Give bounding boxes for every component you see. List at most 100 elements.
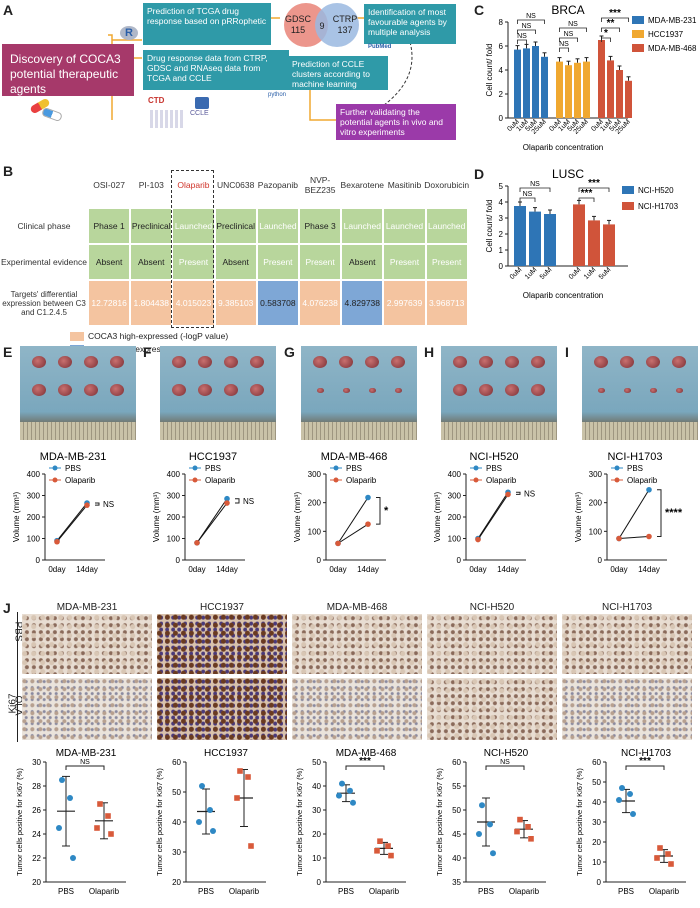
tumor [342,387,350,394]
bar [556,61,563,118]
chart-title: MDA-MB-231 [56,748,117,759]
data-point [654,855,660,861]
y-tick-label: 22 [32,854,41,863]
tumor [224,384,238,396]
y-tick-label: 100 [448,535,462,544]
y-tick-label: 1 [499,246,504,255]
sig-bracket [485,765,525,770]
data-point [490,850,496,857]
y-tick-label: 24 [32,830,41,839]
data-point [196,819,202,825]
tumor [594,356,608,368]
tumor [84,384,98,396]
data-point [525,824,531,830]
ihc-title: NCI-H520 [469,602,515,613]
y-tick-label: 0 [317,556,322,565]
x-tick-label: Olaparib [369,887,400,896]
x-tick-label: 0day [188,565,205,574]
data-point [335,540,341,547]
sig-label: ** [607,18,615,29]
sig-bracket [578,197,595,202]
data-point [97,801,103,807]
chart-title: HCC1937 [204,748,248,759]
ctd-logo: CTD [148,96,165,105]
clinical-phase-cell: Launched [342,209,383,243]
y-axis-label: Cell count/ fold [485,200,494,253]
legend-label: PBS [627,464,643,473]
y-tick-label: 100 [308,527,322,536]
data-box: Drug response data from CTRP, GDSC and R… [143,50,289,90]
bar [598,40,605,118]
legend-label: Olaparib [65,476,96,485]
ihc-title: MDA-MB-468 [326,602,388,613]
bar [544,214,556,266]
data-point [505,491,511,498]
clinical-phase-cell: Launched [257,209,298,243]
tumor [198,356,212,368]
data-point [365,521,371,527]
drug-header: Masitinib [387,180,422,190]
ihc-title: HCC1937 [200,602,244,613]
evidence-cell: Absent [131,245,172,279]
sig-label: NS [522,23,532,30]
y-tick-label: 26 [32,806,41,815]
data-point [616,797,622,803]
clinical-phase-cell: Launched [426,209,467,243]
y-tick-label: 4 [499,198,504,207]
data-point [210,828,216,834]
y-tick-label: 200 [589,499,603,508]
bar [583,61,590,118]
y-tick-label: 40 [312,782,321,791]
sig-label: NS [243,497,254,506]
y-tick-label: 0 [598,556,603,565]
expression-cell: 4.829738 [342,281,383,325]
x-tick-label: PBS [618,887,634,896]
y-tick-label: 30 [172,848,181,857]
tumor [365,356,379,368]
ihc-image-ola [22,678,152,740]
row-divider [17,612,18,742]
data-point [108,831,114,837]
bar [529,211,541,266]
xenograft-photo [160,346,276,440]
legend-marker [333,477,339,483]
legend-marker [614,477,620,483]
tumor [394,387,402,394]
y-tick-label: 28 [32,782,41,791]
expression-cell: 2.997639 [384,281,425,325]
y-tick-label: 300 [308,470,322,479]
chart-title: NCI-H1703 [621,748,671,759]
legend-label: Olaparib [486,476,517,485]
data-point [67,795,73,801]
ihc-image-pbs [427,614,557,674]
legend-high-swatch [70,332,84,341]
expression-cell: 3.968713 [426,281,467,325]
data-point [487,821,493,828]
tumor [479,356,493,368]
data-point [84,502,90,508]
data-point [665,851,671,857]
panel-label-e: E [3,344,13,360]
sig-bracket [65,765,105,770]
ihc-image-pbs [562,614,692,674]
x-tick-label: 5uM [598,266,613,281]
legend-marker [192,465,198,471]
volume-chart: MDA-MB-231 0 100 200 300 400 Volume (mm³) 0day 1… [12,451,114,574]
data-point [627,791,633,797]
series-line [477,494,509,540]
data-point [374,848,380,854]
xenograft-photo [582,346,698,440]
expression-cell: 12.72816 [89,281,130,325]
x-tick-label: 0uM [568,266,583,281]
evidence-cell: Absent [342,245,383,279]
sig-label: NS [500,759,510,766]
data-point [59,777,65,783]
data-point [94,825,100,831]
ki67-chart: NCI-H1703 0 10 20 30 40 50 60 Tumor cells positi… [575,748,686,896]
ruler-strip [301,422,417,440]
y-tick-label: 0 [597,878,602,887]
bar [574,62,581,118]
bar [603,224,615,266]
bar [565,65,572,118]
sig-label: NS [559,41,569,48]
